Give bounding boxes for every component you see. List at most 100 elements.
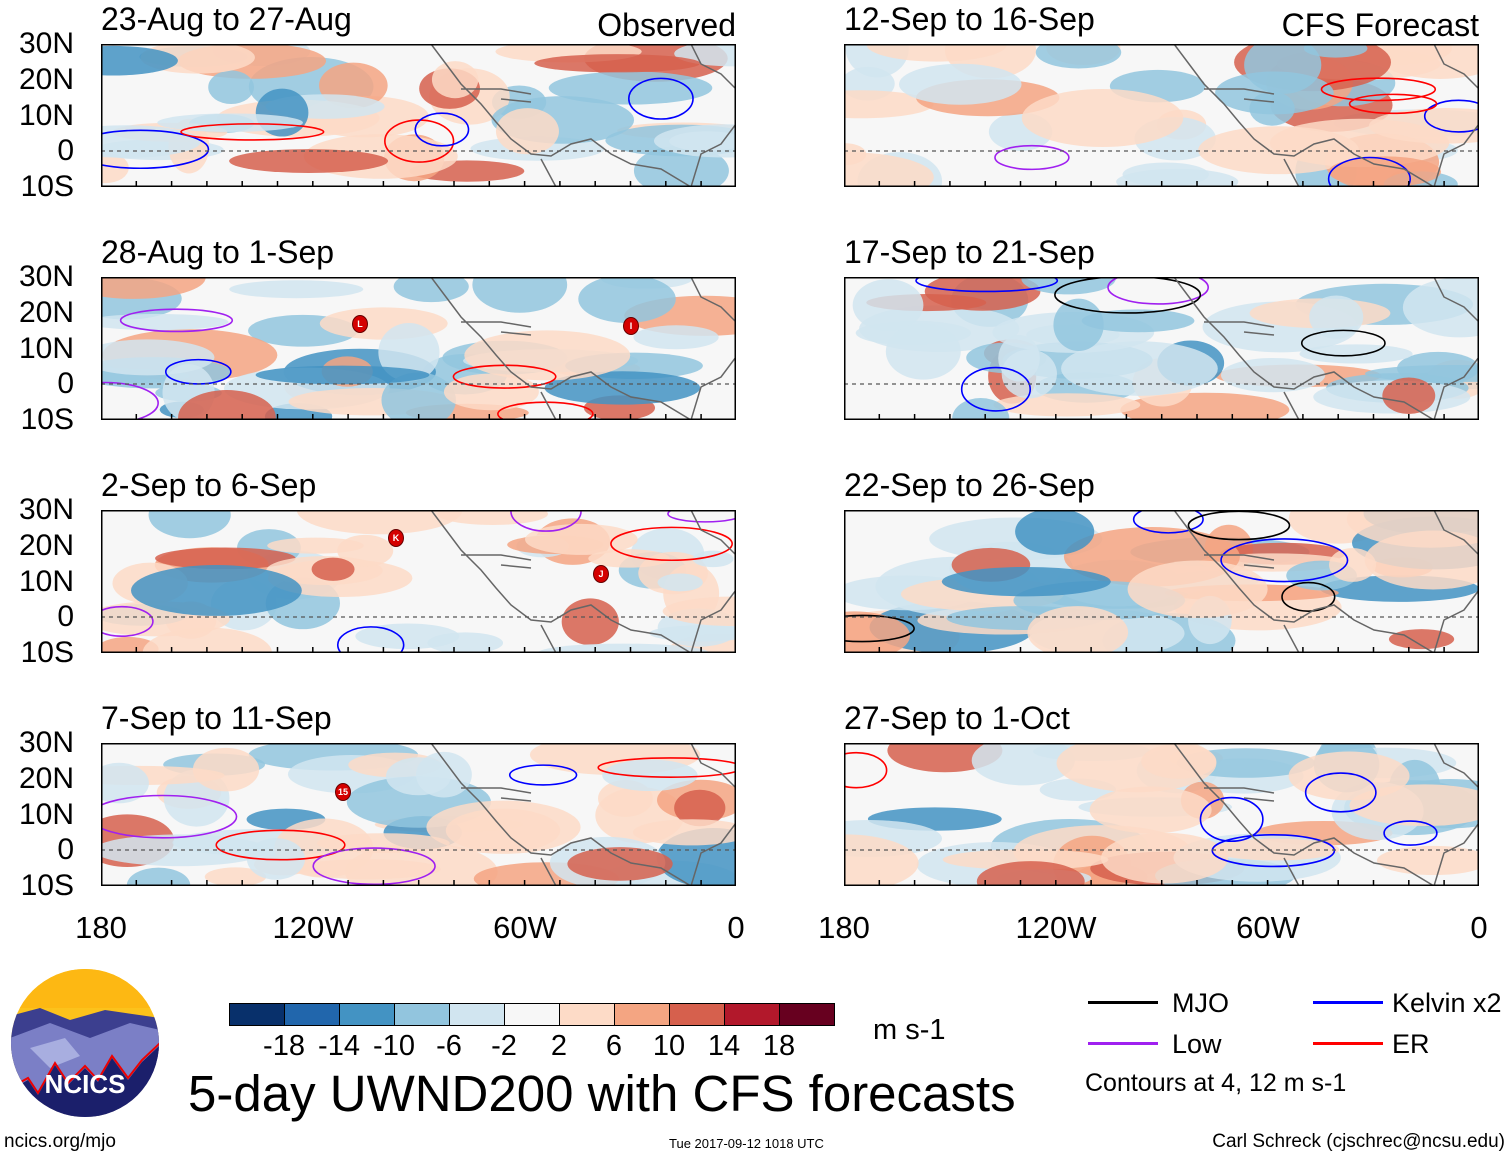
wind-anomaly-shading — [885, 323, 961, 380]
wind-anomaly-shading — [632, 819, 736, 846]
map-panel-7 — [844, 510, 1479, 653]
wind-anomaly-shading — [976, 861, 1085, 886]
wind-anomaly-shading — [534, 54, 701, 73]
wind-anomaly-shading — [464, 330, 631, 381]
wind-anomaly-shading — [101, 277, 206, 299]
lon-label: 0 — [727, 910, 745, 945]
wind-anomaly-shading — [1372, 44, 1479, 79]
wind-anomaly-shading — [1021, 277, 1116, 295]
wind-field-map — [101, 277, 736, 420]
lat-label: 10N — [18, 99, 74, 132]
wind-anomaly-shading — [662, 596, 736, 627]
wind-anomaly-shading — [1127, 560, 1268, 618]
wave-contour — [1383, 820, 1438, 846]
wind-field-map — [844, 510, 1479, 653]
wind-anomaly-shading — [852, 279, 924, 332]
coastline — [430, 277, 736, 420]
lat-label: 10N — [18, 332, 74, 365]
wind-anomaly-shading — [208, 70, 255, 105]
wind-anomaly-shading — [844, 90, 934, 119]
wave-contour — [628, 77, 694, 120]
colorbar-tick: 2 — [550, 1030, 568, 1062]
footer-url[interactable]: ncics.org/mjo — [4, 1131, 116, 1152]
colorbar-swatch — [504, 1003, 560, 1026]
wave-contour — [414, 112, 470, 147]
coastline — [430, 510, 736, 653]
wind-anomaly-shading — [1309, 295, 1364, 339]
wave-contour — [994, 144, 1070, 171]
panel-title: 27-Sep to 1-Oct — [844, 700, 1070, 736]
panel-title: 22-Sep to 26-Sep — [844, 467, 1095, 503]
legend-er-line — [1313, 1042, 1383, 1045]
legend-low-line — [1088, 1042, 1158, 1045]
wind-anomaly-shading — [1027, 606, 1129, 653]
wind-anomaly-shading — [317, 833, 450, 854]
lat-label: 10N — [18, 565, 74, 598]
wind-anomaly-shading — [1249, 91, 1295, 126]
lat-label: 30N — [18, 726, 74, 759]
wave-contour — [101, 605, 154, 637]
colorbar-tick: -10 — [373, 1030, 415, 1062]
wind-anomaly-shading — [1015, 510, 1095, 555]
footer-timestamp: Tue 2017-09-12 1018 UTC — [669, 1136, 824, 1151]
colorbar-tick: -2 — [491, 1030, 517, 1062]
wave-contour — [960, 366, 1032, 412]
wind-anomaly-shading — [993, 393, 1141, 417]
wind-anomaly-shading — [1210, 838, 1340, 861]
lat-label: 20N — [18, 63, 74, 96]
wind-anomaly-shading — [1382, 377, 1436, 415]
wind-anomaly-shading — [255, 365, 430, 385]
wind-anomaly-shading — [1061, 341, 1218, 396]
wind-anomaly-shading — [1089, 786, 1212, 834]
wave-contour — [915, 277, 1059, 293]
wind-anomaly-shading — [229, 280, 364, 299]
wind-anomaly-shading — [296, 510, 463, 535]
map-panel-3 — [101, 510, 736, 653]
wave-contour — [610, 526, 733, 562]
wave-contour — [1132, 510, 1204, 534]
colorbar-swatch — [559, 1003, 615, 1026]
footer-credit: Carl Schreck (cjschrec@ncsu.edu) — [1212, 1131, 1505, 1152]
map-panel-1 — [101, 44, 736, 187]
wave-contour — [1054, 277, 1202, 314]
lat-label: 0 — [57, 833, 74, 866]
wind-anomaly-shading — [844, 611, 911, 653]
wind-anomaly-shading — [130, 565, 302, 616]
storm-marker: I — [623, 317, 639, 335]
wind-anomaly-shading — [692, 550, 734, 568]
wind-anomaly-shading — [431, 61, 479, 99]
lat-label: 10S — [20, 403, 74, 436]
wind-anomaly-shading — [899, 63, 1022, 105]
wind-anomaly-shading — [941, 566, 1111, 597]
lat-label: 30N — [18, 27, 74, 60]
colorbar-swatch — [339, 1003, 395, 1026]
wave-contour — [1220, 538, 1349, 583]
legend-low: Low — [1172, 1029, 1222, 1059]
wind-anomaly-shading — [416, 751, 472, 798]
wind-anomaly-shading — [472, 277, 568, 313]
legend-er: ER — [1392, 1029, 1430, 1059]
colorbar-tick: -18 — [263, 1030, 305, 1062]
coastline — [1173, 743, 1479, 886]
wind-anomaly-shading — [1288, 751, 1410, 801]
wind-anomaly-shading — [1388, 629, 1455, 650]
panel-title: 28-Aug to 1-Sep — [101, 234, 335, 270]
coastline — [1173, 510, 1479, 653]
map-panel-8 — [844, 743, 1479, 886]
wind-field-map — [844, 743, 1479, 886]
wind-anomaly-shading — [355, 623, 460, 650]
wave-contour — [1423, 99, 1479, 133]
wind-anomaly-shading — [1328, 156, 1441, 187]
wind-anomaly-shading — [204, 867, 267, 886]
wind-anomaly-shading — [443, 373, 539, 411]
wind-anomaly-shading — [561, 598, 619, 646]
wind-anomaly-shading — [126, 867, 191, 886]
wind-field-map — [101, 510, 736, 653]
wind-anomaly-shading — [657, 573, 703, 592]
wind-anomaly-shading — [602, 759, 698, 792]
wind-anomaly-shading — [942, 849, 1109, 870]
wind-anomaly-shading — [437, 510, 548, 526]
wind-anomaly-shading — [1244, 44, 1322, 94]
colorbar-units: m s-1 — [873, 1014, 946, 1046]
wind-anomaly-shading — [101, 339, 215, 376]
